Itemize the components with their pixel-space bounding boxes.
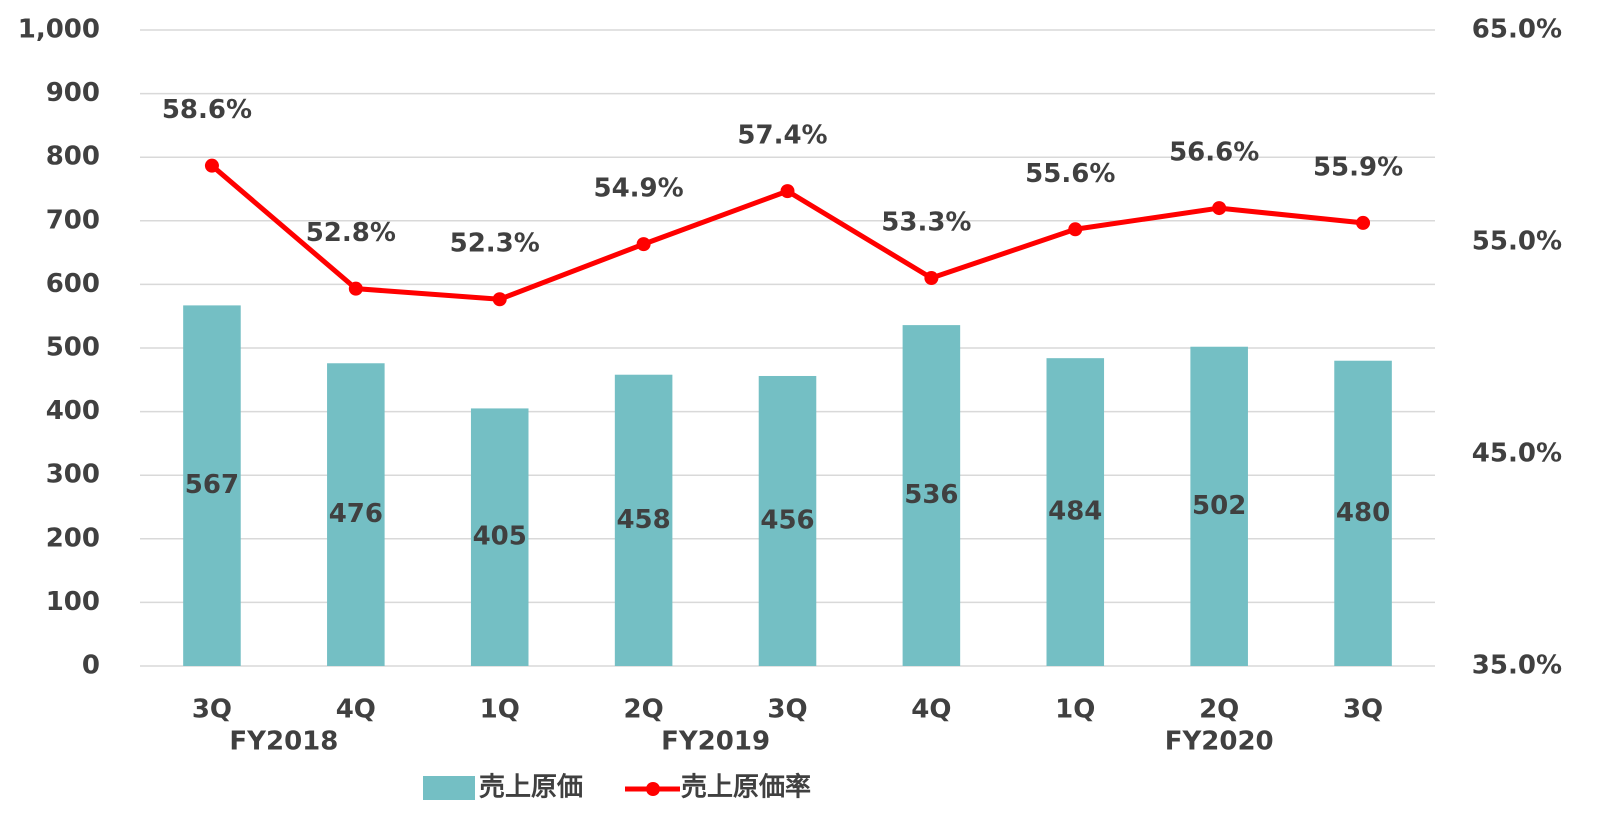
line-point xyxy=(348,281,363,296)
line-value-label: 55.9% xyxy=(1313,152,1403,182)
x-tick-label: 4Q xyxy=(911,695,951,725)
y2-tick-label: 35.0% xyxy=(1472,651,1562,681)
x-group-label: FY2020 xyxy=(1165,727,1274,757)
x-tick-label: 1Q xyxy=(1055,695,1095,725)
x-group-label: FY2019 xyxy=(661,727,770,757)
y-tick-label: 800 xyxy=(46,142,100,172)
line-value-label: 52.3% xyxy=(450,229,540,259)
legend-label: 売上原価率 xyxy=(681,772,811,803)
x-tick-label: 2Q xyxy=(1199,695,1239,725)
x-tick-label: 1Q xyxy=(480,695,520,725)
legend-swatch xyxy=(423,776,475,800)
bar xyxy=(327,363,385,666)
bar-value-label: 502 xyxy=(1192,491,1246,521)
bar xyxy=(1190,346,1248,666)
line-point xyxy=(1212,201,1227,216)
bar xyxy=(183,305,241,666)
bar-value-label: 458 xyxy=(616,505,670,535)
line-value-label: 55.6% xyxy=(1025,159,1115,189)
bar-value-label: 567 xyxy=(185,470,239,500)
legend-swatch xyxy=(646,782,660,796)
line-point xyxy=(636,237,651,252)
bar xyxy=(902,325,961,666)
line-value-label: 58.6% xyxy=(162,95,252,125)
y-tick-label: 900 xyxy=(46,78,100,108)
y2-tick-label: 55.0% xyxy=(1472,227,1562,257)
line-value-label: 53.3% xyxy=(881,208,971,238)
line-point xyxy=(492,292,507,307)
y2-tick-label: 65.0% xyxy=(1472,15,1562,45)
bar-value-label: 484 xyxy=(1048,497,1102,527)
x-tick-label: 2Q xyxy=(624,695,664,725)
bar xyxy=(614,374,673,666)
y-tick-label: 500 xyxy=(46,333,100,363)
line-point xyxy=(780,184,795,199)
line-value-label: 56.6% xyxy=(1169,138,1259,168)
line-value-label: 52.8% xyxy=(306,218,396,248)
bar xyxy=(470,408,529,666)
line-value-label: 54.9% xyxy=(594,174,684,204)
line-point xyxy=(924,271,939,286)
y-tick-label: 300 xyxy=(46,460,100,490)
line-point xyxy=(1068,222,1083,237)
bar-value-label: 456 xyxy=(760,505,814,535)
bar-value-label: 480 xyxy=(1336,498,1390,528)
bar-value-label: 536 xyxy=(904,480,958,510)
x-tick-label: 3Q xyxy=(192,695,232,725)
bar xyxy=(1334,360,1392,666)
line-point xyxy=(204,158,219,173)
x-tick-label: 3Q xyxy=(767,695,807,725)
bar-value-label: 405 xyxy=(473,522,527,552)
y-tick-label: 200 xyxy=(46,523,100,553)
y2-tick-label: 45.0% xyxy=(1472,439,1562,469)
y-tick-label: 0 xyxy=(82,651,100,681)
legend-label: 売上原価 xyxy=(479,773,583,803)
x-tick-label: 4Q xyxy=(336,695,376,725)
bar xyxy=(1046,358,1105,666)
line-point xyxy=(1356,215,1371,230)
line-value-label: 57.4% xyxy=(737,121,827,151)
x-group-label: FY2018 xyxy=(229,727,338,757)
bar xyxy=(758,375,817,666)
y-tick-label: 700 xyxy=(46,205,100,235)
y-tick-label: 600 xyxy=(46,269,100,299)
bar-value-label: 476 xyxy=(329,499,383,529)
y-tick-label: 1,000 xyxy=(18,15,100,45)
x-tick-label: 3Q xyxy=(1343,695,1383,725)
y-tick-label: 400 xyxy=(46,396,100,426)
y-tick-label: 100 xyxy=(46,587,100,617)
